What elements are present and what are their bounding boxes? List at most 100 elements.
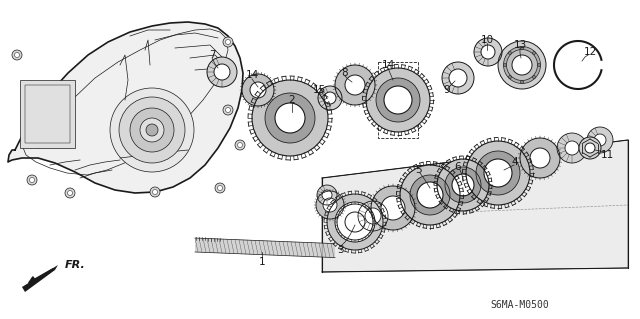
Circle shape [12, 50, 22, 60]
Circle shape [218, 186, 223, 190]
Circle shape [152, 189, 157, 195]
Polygon shape [252, 80, 328, 156]
Text: 14: 14 [245, 70, 259, 80]
Polygon shape [207, 57, 237, 87]
Polygon shape [400, 165, 460, 225]
Text: 8: 8 [342, 68, 348, 78]
Polygon shape [345, 212, 365, 232]
Text: 6: 6 [454, 162, 461, 172]
Polygon shape [376, 78, 420, 122]
Circle shape [498, 41, 546, 89]
Polygon shape [345, 75, 365, 95]
Polygon shape [381, 196, 405, 220]
Circle shape [110, 88, 194, 172]
Polygon shape [318, 86, 342, 110]
Polygon shape [481, 45, 495, 59]
Circle shape [520, 80, 524, 84]
Polygon shape [476, 151, 520, 195]
Text: 5: 5 [415, 165, 421, 175]
Circle shape [146, 124, 158, 136]
Circle shape [225, 108, 230, 113]
Circle shape [119, 97, 185, 163]
Text: 3: 3 [337, 245, 343, 255]
Text: S6MA-M0500: S6MA-M0500 [491, 300, 549, 310]
Polygon shape [384, 86, 412, 114]
Circle shape [67, 190, 72, 196]
Text: 14: 14 [381, 60, 395, 70]
Text: FR.: FR. [65, 260, 86, 270]
Polygon shape [484, 159, 512, 187]
Circle shape [235, 140, 245, 150]
Polygon shape [587, 127, 613, 153]
Polygon shape [474, 38, 502, 66]
Polygon shape [371, 186, 415, 230]
Circle shape [29, 177, 35, 182]
Circle shape [520, 47, 524, 49]
Text: 2: 2 [289, 95, 295, 105]
Polygon shape [265, 93, 315, 143]
Circle shape [65, 188, 75, 198]
Circle shape [504, 47, 541, 84]
Polygon shape [466, 141, 530, 205]
Circle shape [215, 183, 225, 193]
Polygon shape [366, 68, 430, 132]
Circle shape [532, 76, 536, 78]
Polygon shape [358, 201, 388, 231]
Polygon shape [324, 92, 336, 104]
Text: 11: 11 [600, 150, 614, 160]
Text: 1: 1 [259, 257, 266, 267]
Polygon shape [445, 167, 481, 203]
Circle shape [508, 76, 511, 78]
Circle shape [130, 108, 174, 152]
Polygon shape [410, 175, 450, 215]
Circle shape [15, 53, 19, 57]
Polygon shape [22, 265, 58, 292]
Circle shape [225, 40, 230, 44]
Circle shape [27, 175, 37, 185]
Text: 13: 13 [513, 40, 527, 50]
Polygon shape [323, 198, 337, 212]
Polygon shape [565, 141, 579, 155]
Polygon shape [442, 62, 474, 94]
Polygon shape [322, 190, 332, 200]
Circle shape [504, 63, 506, 66]
Polygon shape [365, 208, 381, 224]
Circle shape [585, 143, 595, 153]
Polygon shape [337, 204, 373, 240]
Polygon shape [335, 65, 375, 105]
Circle shape [223, 37, 233, 47]
Polygon shape [275, 103, 305, 133]
Polygon shape [316, 191, 344, 219]
Circle shape [237, 143, 243, 147]
Polygon shape [437, 159, 489, 211]
Circle shape [508, 51, 511, 55]
Circle shape [223, 105, 233, 115]
Polygon shape [317, 185, 337, 205]
Polygon shape [8, 22, 243, 193]
Bar [20, 80, 75, 148]
Polygon shape [452, 174, 474, 196]
Polygon shape [335, 202, 375, 242]
Text: 15: 15 [312, 85, 326, 95]
Polygon shape [250, 82, 266, 98]
Circle shape [506, 49, 538, 80]
Polygon shape [520, 138, 560, 178]
Polygon shape [242, 74, 274, 106]
Circle shape [579, 137, 601, 159]
Text: 9: 9 [444, 85, 451, 95]
Polygon shape [530, 148, 550, 168]
Polygon shape [214, 64, 230, 80]
Circle shape [538, 63, 541, 66]
Text: 12: 12 [584, 47, 596, 57]
Text: 4: 4 [512, 157, 518, 167]
Polygon shape [327, 194, 383, 250]
Polygon shape [417, 182, 443, 208]
Polygon shape [594, 134, 606, 146]
Text: 7: 7 [209, 50, 215, 60]
Circle shape [150, 187, 160, 197]
Polygon shape [449, 69, 467, 87]
Circle shape [532, 51, 536, 55]
Polygon shape [557, 133, 587, 163]
Text: 10: 10 [481, 35, 493, 45]
Circle shape [140, 118, 164, 142]
